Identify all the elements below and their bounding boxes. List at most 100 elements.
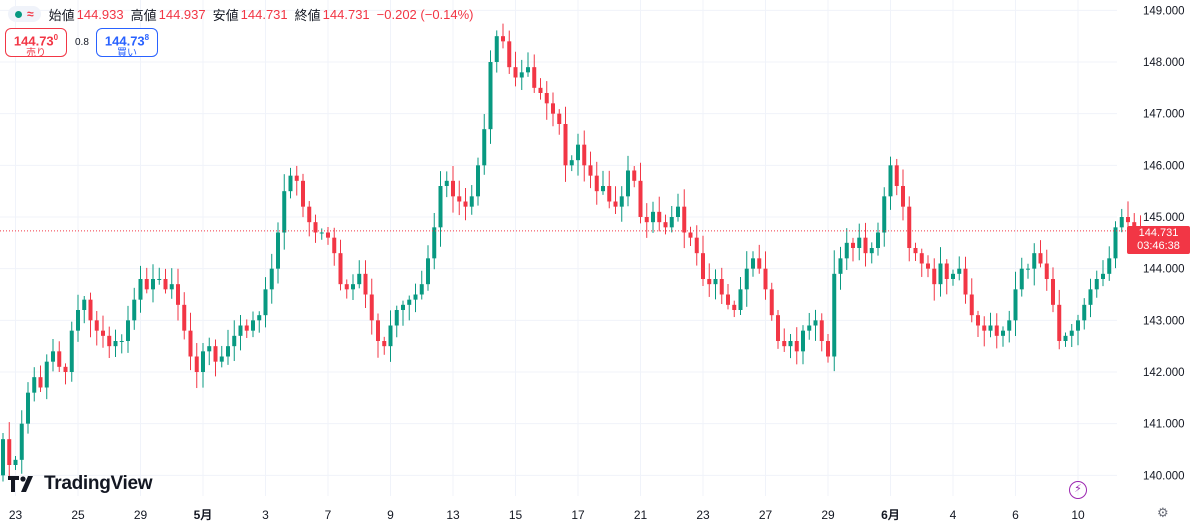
candle-body	[888, 165, 893, 197]
candle-body	[569, 160, 574, 166]
candle-body	[88, 299, 93, 321]
sell-button[interactable]: 144.730 売り	[5, 28, 67, 59]
candle-body	[119, 341, 124, 342]
candle-body	[363, 273, 368, 295]
candle-body	[619, 196, 624, 207]
candle-body	[101, 330, 105, 336]
candle-body	[638, 180, 643, 217]
candle-body	[1057, 304, 1062, 341]
candle-body	[26, 392, 30, 424]
candle-body	[801, 330, 805, 352]
candle-body	[32, 377, 37, 393]
candle-body	[394, 310, 399, 326]
candle-body	[1019, 268, 1024, 290]
x-tick-label: 6	[1012, 508, 1019, 522]
candle-body	[707, 279, 712, 285]
candle-body	[257, 315, 262, 321]
x-tick-label: 4	[950, 508, 957, 522]
candle-body	[769, 289, 774, 316]
lightning-icon[interactable]: ⚡	[1069, 481, 1087, 499]
candle-body	[613, 201, 618, 207]
tradingview-logo[interactable]: TradingView	[8, 473, 153, 495]
y-tick-label: 143.000	[1143, 315, 1185, 327]
brand-name: TradingView	[44, 473, 153, 494]
candle-body	[632, 170, 637, 181]
candle-body	[126, 320, 130, 341]
x-tick-label: 29	[134, 508, 148, 522]
candle-body	[426, 258, 430, 285]
candle-body	[151, 279, 155, 290]
candle-body	[13, 459, 18, 465]
candle-body	[482, 129, 487, 166]
candle-body	[476, 165, 480, 197]
candle-body	[594, 175, 599, 192]
candle-body	[694, 237, 699, 254]
candle-body	[357, 273, 362, 285]
candle-body	[44, 361, 49, 388]
candle-body	[644, 217, 649, 223]
candle-body	[1007, 320, 1012, 331]
time-axis[interactable]: 23 25 29 5月 3 7 9 13 15 17 21 23 27 29 6月 4 6 10	[9, 508, 1085, 522]
candle-body	[919, 253, 924, 264]
settings-gear-icon[interactable]: ⚙	[1157, 505, 1169, 520]
candle-body	[1013, 289, 1018, 321]
candle-body	[319, 232, 324, 234]
candle-body	[601, 186, 605, 192]
x-tick-label: 5月	[194, 508, 213, 522]
candle-body	[794, 341, 799, 352]
candle-body	[63, 366, 68, 372]
approx-icon: ≈	[27, 7, 34, 21]
candle-body	[419, 284, 424, 295]
candle-body	[1113, 227, 1118, 259]
candle-body	[882, 196, 887, 233]
symbol-status[interactable]: ≈	[8, 6, 41, 22]
candle-body	[1126, 217, 1130, 223]
candle-body	[1101, 273, 1105, 279]
candle-body	[788, 341, 793, 347]
candle-body	[851, 242, 855, 248]
candle-body	[669, 217, 674, 228]
candle-body	[194, 356, 199, 372]
buy-button[interactable]: 144.738 買い	[96, 28, 158, 59]
candle-body	[1094, 279, 1099, 290]
x-tick-label: 7	[325, 508, 332, 522]
candle-body	[1038, 253, 1043, 264]
candles	[1, 23, 1143, 482]
candle-body	[513, 67, 518, 78]
candle-body	[213, 346, 218, 362]
candle-body	[432, 227, 437, 259]
candle-body	[369, 294, 374, 321]
grid-lines	[0, 0, 1117, 496]
candle-body	[844, 242, 849, 259]
candle-body	[582, 144, 587, 166]
y-tick-label: 142.000	[1143, 367, 1185, 379]
candle-body	[951, 273, 955, 279]
candle-body	[388, 325, 393, 347]
open-value: 144.933	[76, 6, 124, 22]
price-axis[interactable]: 140.000 141.000 142.000 143.000 144.000 145.0…	[1143, 5, 1185, 482]
candle-body	[976, 315, 980, 326]
open-label: 始値	[48, 7, 75, 23]
high-value: 144.937	[158, 6, 206, 22]
candle-body	[182, 304, 187, 331]
candle-body	[244, 325, 249, 331]
candle-body	[1044, 263, 1049, 279]
x-tick-label: 10	[1071, 508, 1085, 522]
low-label: 安値	[212, 7, 239, 23]
candle-body	[201, 351, 205, 372]
candle-body	[982, 325, 987, 331]
candle-body	[276, 232, 280, 269]
y-tick-label: 148.000	[1143, 57, 1185, 69]
candle-body	[713, 279, 718, 285]
candle-body	[69, 330, 74, 372]
candle-body	[863, 237, 868, 254]
candle-body	[188, 330, 193, 357]
candle-body	[176, 284, 180, 305]
candle-body	[282, 191, 287, 233]
candle-body	[519, 72, 524, 78]
candle-body	[57, 351, 62, 367]
candle-body	[576, 144, 580, 161]
candle-body	[376, 320, 380, 341]
candle-body	[726, 294, 730, 305]
